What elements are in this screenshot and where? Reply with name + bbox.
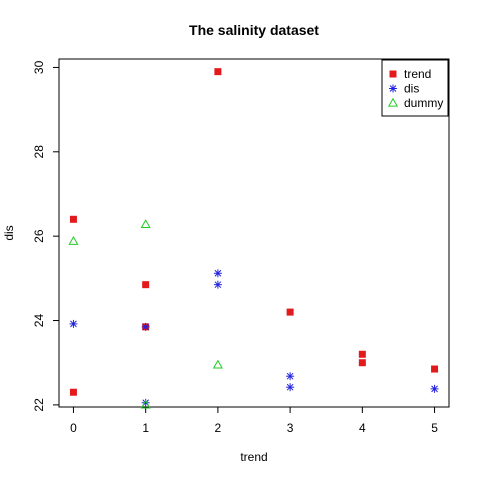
point-trend [142,281,150,289]
legend-label-dis: dis [404,82,419,96]
point-dis [286,372,295,381]
x-axis-label: trend [240,450,267,464]
point-dummy [212,359,223,369]
point-dis [213,269,222,278]
point-trend [358,350,366,358]
plot-frame [58,58,450,408]
point-dis [69,319,78,328]
x-axis: 0 1 2 3 4 5 [70,407,438,435]
y-axis-label: dis [2,225,16,240]
legend-marker-trend [389,70,397,78]
legend-label-dummy: dummy [404,96,443,110]
point-dummy [68,236,79,245]
x-tick-label: 0 [70,421,77,435]
point-dis [430,384,439,393]
x-tick-label: 2 [215,421,222,435]
point-trend [431,365,439,373]
point-trend [69,388,77,396]
y-tick-label: 26 [32,229,46,243]
legend-label-trend: trend [404,67,431,81]
point-trend [286,308,294,316]
point-dummy [140,399,151,409]
y-tick-label: 24 [32,314,46,328]
x-tick-label: 4 [359,421,366,435]
data-points [68,68,439,409]
y-tick-label: 28 [32,145,46,159]
point-trend [69,215,77,223]
y-tick-label: 22 [32,398,46,412]
point-dis [213,280,222,289]
x-tick-label: 5 [431,421,438,435]
point-trend [358,359,366,367]
x-tick-label: 3 [287,421,294,435]
x-tick-label: 1 [142,421,149,435]
y-tick-label: 30 [32,60,46,74]
legend-marker-dis [389,84,397,93]
point-dummy [140,219,151,229]
legend-marker-dummy [387,97,399,107]
chart-title: The salinity dataset [189,22,319,38]
y-axis: 22 24 26 28 30 [32,60,59,412]
point-dis [141,322,150,331]
point-trend [214,68,222,76]
point-dis [286,383,295,392]
